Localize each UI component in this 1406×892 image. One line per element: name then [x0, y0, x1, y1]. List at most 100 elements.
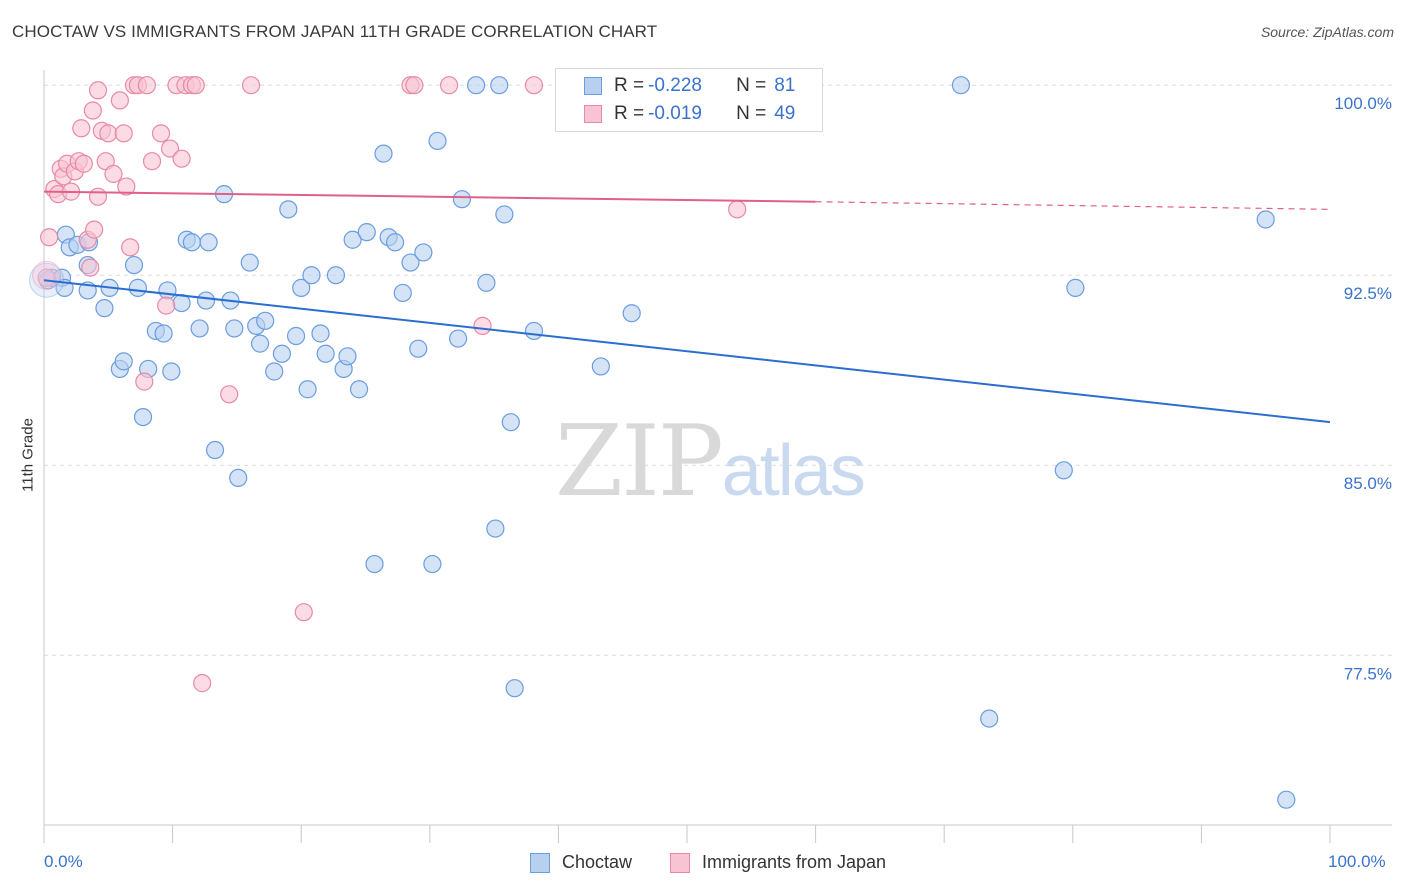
choctaw-point — [365, 554, 384, 574]
japan-point — [121, 238, 140, 257]
japan-point — [117, 177, 136, 196]
choctaw-point — [302, 266, 321, 285]
japan-point — [241, 76, 261, 95]
japan-point — [104, 164, 123, 183]
japan-point — [40, 228, 59, 247]
choctaw-point — [256, 311, 275, 330]
japan-point — [81, 258, 100, 277]
choctaw-point — [292, 278, 311, 297]
choctaw-point — [286, 326, 306, 346]
legend-n-value: 81 — [774, 75, 796, 96]
x-tick-label-max: 100.0% — [1328, 852, 1386, 871]
japan-point — [110, 91, 129, 110]
bottom-legend-japan: Immigrants from Japan — [670, 852, 886, 873]
legend-row-choctaw: R = -0.228 N = 81 — [556, 73, 795, 99]
japan-trend-line — [43, 190, 816, 203]
japan-point — [137, 76, 156, 95]
legend-r-label: R = — [614, 75, 645, 96]
choctaw-point — [343, 230, 362, 249]
japan-cluster-point — [32, 260, 62, 290]
choctaw-point — [980, 709, 999, 728]
japan-point — [157, 296, 176, 315]
choctaw-point — [1054, 461, 1073, 480]
japan-point — [439, 76, 459, 95]
choctaw-point — [154, 324, 173, 343]
choctaw-point — [524, 321, 544, 341]
japan-point — [220, 385, 239, 404]
choctaw-point — [311, 324, 330, 343]
choctaw-point — [298, 380, 317, 399]
choctaw-trend-line — [43, 279, 1331, 424]
choctaw-point — [124, 255, 144, 275]
bottom-legend-choctaw: Choctaw — [530, 852, 632, 873]
japan-point — [99, 124, 118, 143]
japan-point — [85, 220, 104, 239]
choctaw-swatch — [530, 852, 550, 873]
japan-point — [83, 101, 102, 120]
japan-point — [728, 200, 747, 219]
japan-point — [405, 76, 424, 95]
choctaw-point — [622, 304, 641, 323]
japan-point — [114, 124, 133, 143]
stats-legend: R = -0.228 N = 81 R = -0.019 N = 49 — [555, 68, 823, 132]
japan-point — [72, 119, 91, 138]
choctaw-point — [205, 440, 225, 460]
y-tick-label: 77.5% — [1344, 664, 1392, 683]
watermark-atlas: atlas — [721, 431, 866, 511]
choctaw-point — [272, 344, 292, 363]
japan-point — [142, 152, 162, 171]
bottom-legend-label: Choctaw — [562, 852, 633, 872]
choctaw-point — [409, 339, 428, 358]
japan-swatch — [584, 105, 602, 123]
choctaw-point — [495, 205, 514, 224]
japan-point — [186, 76, 205, 95]
choctaw-point — [393, 283, 412, 303]
choctaw-point — [505, 679, 524, 698]
japan-point — [473, 316, 492, 335]
choctaw-point — [385, 233, 405, 252]
choctaw-point — [951, 76, 971, 95]
choctaw-point — [490, 76, 509, 95]
legend-n-label: N = — [736, 103, 767, 124]
chart-title: CHOCTAW VS IMMIGRANTS FROM JAPAN 11TH GR… — [12, 22, 658, 41]
choctaw-point — [279, 200, 298, 219]
choctaw-point — [326, 266, 346, 285]
bottom-legend-label: Immigrants from Japan — [702, 852, 887, 872]
japan-swatch — [670, 852, 690, 873]
japan-point — [172, 149, 191, 168]
source-label: Source: ZipAtlas.com — [1260, 24, 1394, 40]
choctaw-point — [338, 347, 357, 366]
japan-point — [193, 674, 212, 693]
x-tick-label-min: 0.0% — [44, 852, 83, 871]
choctaw-point — [225, 319, 244, 338]
choctaw-point — [401, 253, 420, 272]
japan-point — [74, 154, 93, 173]
choctaw-point — [190, 319, 209, 338]
y-tick-label: 92.5% — [1344, 284, 1392, 303]
choctaw-point — [1277, 790, 1296, 809]
choctaw-point — [1256, 210, 1275, 229]
japan-point — [294, 603, 313, 622]
choctaw-point — [428, 131, 447, 151]
choctaw-point — [250, 334, 270, 353]
choctaw-point — [265, 362, 284, 381]
choctaw-point — [349, 380, 369, 399]
choctaw-point — [199, 233, 218, 252]
y-tick-label: 85.0% — [1344, 474, 1392, 493]
legend-r-value: -0.228 — [648, 75, 702, 96]
choctaw-point — [114, 352, 133, 371]
legend-n-label: N = — [736, 75, 767, 96]
choctaw-point — [172, 293, 191, 313]
legend-row-japan: R = -0.019 N = 49 — [556, 101, 795, 127]
choctaw-point — [423, 554, 442, 574]
legend-r-label: R = — [614, 103, 645, 124]
choctaw-point — [477, 273, 496, 292]
choctaw-point — [162, 362, 181, 381]
choctaw-point — [374, 144, 393, 163]
choctaw-point — [158, 281, 177, 300]
japan-point — [135, 372, 154, 391]
choctaw-point — [133, 407, 153, 427]
choctaw-point — [357, 223, 376, 242]
y-tick-label: 100.0% — [1334, 94, 1392, 113]
